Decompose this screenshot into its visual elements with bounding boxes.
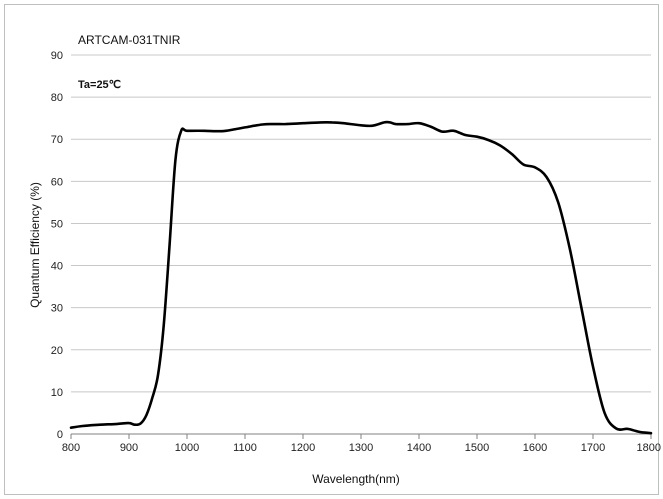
x-tick-label: 1500 [465,442,489,454]
x-tick-label: 1700 [581,442,605,454]
y-tick-label: 20 [51,345,63,357]
x-tick-label: 800 [62,442,80,454]
y-tick-label: 50 [51,218,63,230]
x-axis-label: Wavelength(nm) [312,472,400,486]
y-tick-label: 30 [51,303,63,315]
chart-title: ARTCAM-031TNIR [78,33,181,47]
y-tick-labels: 0 10 20 30 40 50 60 70 80 90 [51,50,63,441]
x-tick-labels: 800 900 1000 1100 1200 1300 1400 1500 1600 1700 18… [62,434,661,454]
temperature-annotation: Ta=25℃ [78,79,121,91]
x-tick-label: 1400 [407,442,431,454]
x-tick-label: 900 [120,442,138,454]
y-tick-label: 80 [51,92,63,104]
y-axis-label: Quantum Efficiency (%) [28,182,42,308]
x-tick-label: 1800 [637,442,661,454]
y-tick-label: 10 [51,387,63,399]
x-tick-label: 1100 [233,442,257,454]
x-tick-label: 1600 [523,442,547,454]
x-tick-label: 1200 [291,442,315,454]
gridlines [71,54,651,393]
chart-frame [4,4,659,495]
y-tick-label: 60 [51,176,63,188]
y-tick-label: 90 [51,50,63,62]
y-tick-label: 40 [51,261,63,273]
y-tick-label: 70 [51,134,63,146]
x-tick-label: 1000 [175,442,199,454]
qe-series-line [69,120,653,435]
x-tick-label: 1300 [349,442,373,454]
y-tick-label: 0 [57,429,63,441]
